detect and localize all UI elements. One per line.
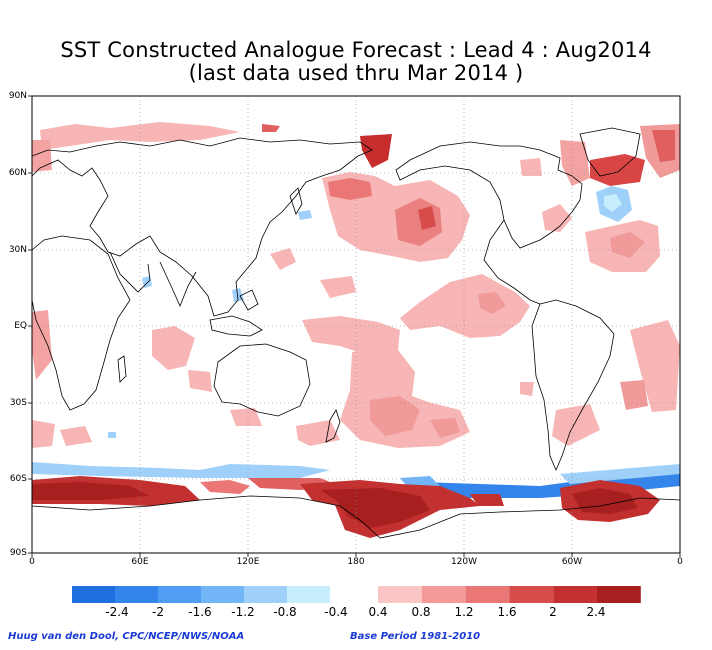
lon-label-180: 180 <box>347 557 365 567</box>
lat-label-60n: 60N <box>8 168 27 178</box>
sst-anomaly-shading <box>32 122 680 538</box>
colorbar-swatch-negative <box>244 586 287 603</box>
colorbar-label: -2 <box>152 605 164 619</box>
lon-label-120w: 120W <box>450 557 478 567</box>
colorbar <box>72 586 641 603</box>
colorbar-swatch-negative <box>201 586 244 603</box>
lat-label-30s: 30S <box>9 398 27 408</box>
colorbar-swatch-negative <box>158 586 201 603</box>
colorbar-label: 2.4 <box>586 605 606 619</box>
colorbar-swatch-positive <box>509 586 554 603</box>
credit-author: Huug van den Dool, CPC/NCEP/NWS/NOAA <box>8 631 245 642</box>
colorbar-label: 1.6 <box>497 605 517 619</box>
colorbar-swatch-positive <box>378 586 422 603</box>
colorbar-label: 2 <box>549 605 557 619</box>
lat-label-90n: 90N <box>8 91 27 101</box>
colorbar-swatch-positive <box>597 586 641 603</box>
colorbar-label: 0.4 <box>368 605 388 619</box>
colorbar-label: -0.4 <box>324 605 348 619</box>
colorbar-swatch-negative <box>287 586 330 603</box>
colorbar-label: -1.6 <box>188 605 212 619</box>
coastlines <box>31 127 681 539</box>
lon-label-60e: 60E <box>131 557 149 567</box>
colorbar-label: -2.4 <box>105 605 129 619</box>
colorbar-swatch-negative <box>115 586 158 603</box>
credit-base-period: Base Period 1981-2010 <box>350 631 481 642</box>
lon-label-0: 0 <box>29 557 35 567</box>
lat-label-30n: 30N <box>8 245 27 255</box>
axis-ticks <box>28 95 681 557</box>
colorbar-label: -0.8 <box>273 605 297 619</box>
map-title-line1: SST Constructed Analogue Forecast : Lead… <box>60 38 652 62</box>
lon-label-0-east: 0 <box>677 557 683 567</box>
lon-label-120e: 120E <box>236 557 260 567</box>
colorbar-label: -1.2 <box>231 605 255 619</box>
colorbar-swatch-positive <box>553 586 597 603</box>
lat-label-60s: 60S <box>9 474 27 484</box>
colorbar-label: 1.2 <box>454 605 474 619</box>
colorbar-swatch-positive <box>465 586 510 603</box>
map-title-line2: (last data used thru Mar 2014 ) <box>188 61 524 85</box>
colorbar-swatch-negative <box>72 586 115 603</box>
colorbar-label: 0.8 <box>411 605 431 619</box>
colorbar-swatch-positive <box>421 586 466 603</box>
lon-label-60w: 60W <box>561 557 583 567</box>
lat-label-90s: 90S <box>9 548 27 558</box>
lat-label-eq: EQ <box>14 321 27 331</box>
graticule <box>32 96 680 553</box>
